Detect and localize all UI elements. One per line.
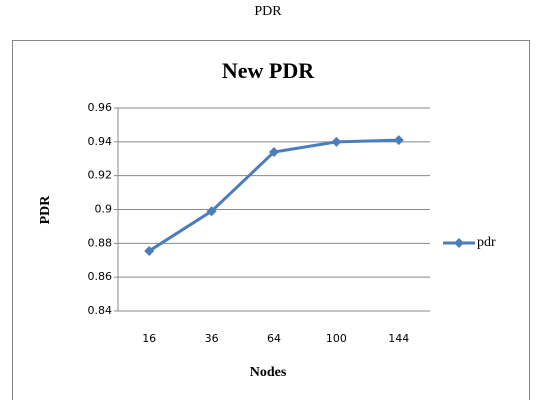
y-tick-label: 0.84 [88,304,113,317]
legend-marker [454,238,464,248]
x-axis-label: Nodes [250,365,287,380]
y-tick-label: 0.88 [88,236,113,249]
y-tick-label: 0.96 [88,101,113,114]
y-tick-label: 0.9 [95,203,113,216]
x-tick-label: 144 [388,332,409,345]
x-tick-label: 16 [142,332,156,345]
x-tick-label: 36 [205,332,219,345]
point [269,146,279,157]
chart-title: New PDR [222,58,315,83]
x-tick-label: 100 [326,332,347,345]
y-tick-label: 0.94 [88,135,113,148]
y-tick-label: 0.92 [88,169,113,182]
caption: PDR [254,4,282,19]
point [206,206,217,217]
x-tick-label: 64 [267,332,281,345]
chart-frame [12,40,530,400]
point [393,135,404,146]
point [331,136,342,147]
legend-label: pdr [477,235,496,250]
point [144,245,155,256]
y-axis-label: PDR [38,195,53,225]
y-tick-label: 0.86 [88,270,113,283]
